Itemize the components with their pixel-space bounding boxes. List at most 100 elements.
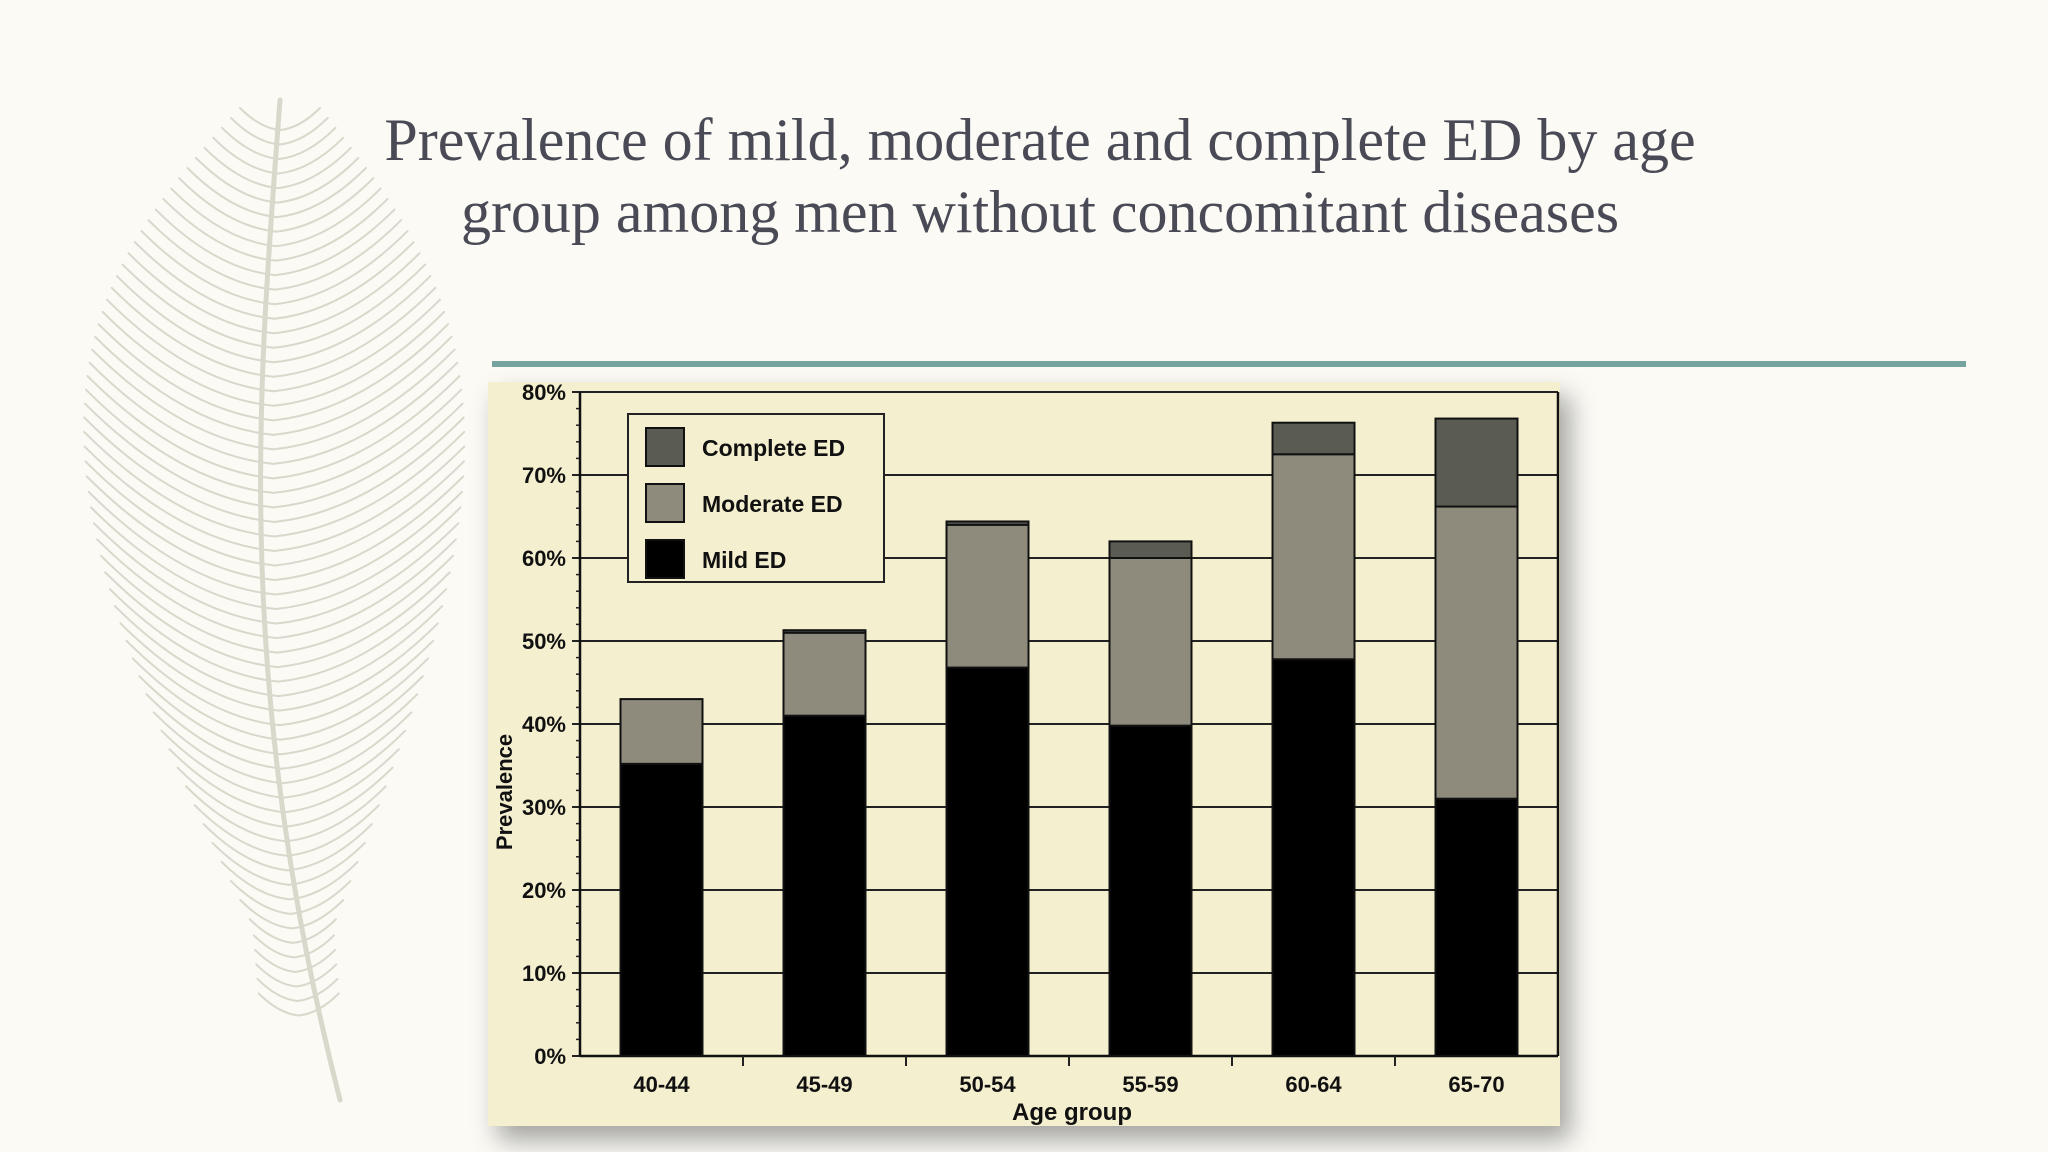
y-tick-label: 20% — [522, 878, 566, 903]
feather-barb — [274, 208, 396, 277]
feather-barb — [278, 639, 435, 727]
feather-barb — [278, 116, 329, 146]
bar-segment — [782, 629, 867, 634]
y-tick-label: 70% — [522, 463, 566, 488]
feather-barb — [211, 841, 290, 886]
bar-segment — [945, 523, 1030, 669]
bar-segment — [945, 666, 1030, 1057]
feather-barb — [274, 475, 465, 581]
bar-segment — [1271, 658, 1356, 1057]
bar-segment — [619, 698, 704, 765]
feather-barb — [297, 992, 340, 1017]
feather-barb — [162, 197, 277, 262]
feather-barb — [145, 693, 283, 770]
feather-barb — [152, 711, 284, 785]
bar-segment — [945, 520, 1030, 526]
feather-barb — [277, 588, 448, 683]
feather-barb — [276, 156, 360, 204]
feather-barb — [274, 506, 462, 611]
bar-segment — [1271, 453, 1356, 661]
feather-barb — [275, 167, 367, 219]
feather-barb — [87, 490, 277, 596]
feather-barb — [83, 430, 276, 538]
feather-barb — [289, 880, 352, 915]
bar-segment — [1108, 724, 1193, 1057]
feather-barb — [229, 880, 292, 915]
feather-barb — [85, 475, 276, 581]
feather-barb — [283, 766, 394, 828]
bar-layer — [619, 417, 1519, 1057]
feather-barb — [88, 361, 275, 465]
feather-barb — [286, 823, 373, 872]
feather-barb — [279, 657, 430, 741]
feather-barb — [254, 948, 297, 973]
legend-label: Complete ED — [702, 435, 845, 461]
feather-barb — [290, 899, 345, 930]
feather-barb — [256, 977, 299, 1002]
grid-layer — [580, 391, 1558, 974]
bar-segment — [1108, 540, 1193, 559]
feather-decoration — [83, 97, 466, 1103]
feather-barb — [252, 934, 295, 959]
y-tick-label: 50% — [522, 629, 566, 654]
slide-title-line-2: group among men without concomitant dise… — [460, 179, 1620, 245]
feather-barb — [273, 219, 403, 291]
feather-barb — [193, 804, 288, 857]
feather-barb — [276, 554, 454, 654]
feather-barb — [212, 136, 280, 175]
feather-barb — [230, 116, 281, 146]
feather-barb — [170, 187, 277, 248]
bar-segment — [782, 714, 867, 1057]
feather-barb — [125, 639, 281, 727]
feather-barb — [91, 348, 275, 451]
x-tick-label: 50-54 — [959, 1072, 1016, 1097]
feather-barb — [295, 963, 338, 988]
feather-barb — [83, 445, 276, 552]
feather-barb — [239, 899, 293, 930]
feather-barb — [274, 187, 382, 248]
feather-barb — [248, 918, 294, 944]
feather-barb — [96, 538, 278, 640]
feather-barb — [279, 107, 321, 131]
feather-barb — [90, 506, 277, 611]
x-tick-label: 65-70 — [1448, 1072, 1504, 1097]
feather-barb — [275, 538, 457, 640]
feather-barb — [275, 522, 460, 625]
feather-barb — [272, 375, 461, 480]
feather-barb — [186, 167, 278, 219]
feather-barb — [84, 388, 275, 494]
slide-title: Prevalence of mild, moderate and complet… — [240, 104, 1840, 248]
feather-barb — [276, 571, 451, 669]
axis-layer: 0% 10% 20% 30% 40% 50% 60% 70% 80% 40-44 45-49 50-5… — [522, 380, 1560, 1097]
feather-barb — [272, 361, 459, 465]
feather-barb — [274, 197, 389, 262]
feather-barb — [287, 841, 366, 886]
feather-barb — [97, 323, 275, 422]
feather-barb — [280, 693, 419, 770]
feather-barb — [274, 490, 463, 596]
feather-barb — [255, 963, 298, 988]
slide-title-line-1: Prevalence of mild, moderate and complet… — [384, 107, 1696, 173]
feather-barb — [147, 219, 276, 291]
feather-barb — [272, 263, 427, 349]
feather-barb — [203, 146, 279, 190]
feather-barb — [168, 748, 286, 814]
feather-barb — [84, 460, 276, 567]
feather-barb — [284, 785, 387, 843]
feather-barb — [273, 241, 415, 320]
y-axis-label: Prevalence — [492, 734, 517, 850]
feather-barb — [257, 992, 300, 1017]
feather-barb — [220, 860, 291, 901]
feather-barb — [176, 766, 286, 828]
feather-barb — [276, 146, 352, 190]
feather-barb — [100, 554, 279, 654]
bar-segment — [1434, 797, 1519, 1057]
bar-segment — [1434, 417, 1519, 508]
feather-barb — [272, 348, 456, 451]
feather-barb — [194, 156, 279, 204]
feather-barb — [272, 335, 453, 436]
legend-swatch — [645, 427, 685, 467]
feather-barb — [272, 275, 432, 364]
y-tick-label: 30% — [522, 795, 566, 820]
bar-segment — [1108, 557, 1193, 727]
